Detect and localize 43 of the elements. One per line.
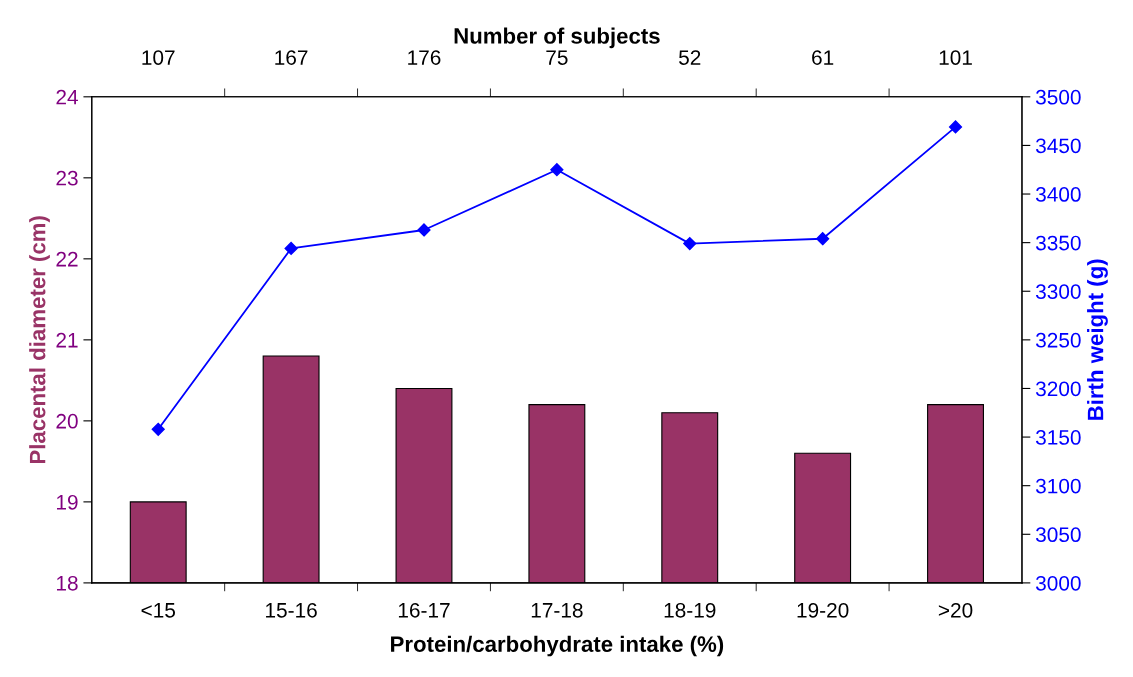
x-tick-label: 19-20 xyxy=(797,602,849,618)
text: 101 xyxy=(939,50,972,65)
y2-tick-label: 3050 xyxy=(1035,527,1081,543)
point xyxy=(417,223,431,237)
x-axis-title: Protein/carbohydrate intake (%) xyxy=(391,635,724,657)
y2-axis-title: Birth weight (g) xyxy=(1087,259,1108,420)
y-tick-label: 21 xyxy=(56,332,78,348)
x-tick-label: 17-18 xyxy=(531,602,583,618)
y2-tick-label: 3350 xyxy=(1035,235,1081,251)
text: 52 xyxy=(679,50,701,65)
x-tick-label: 18-19 xyxy=(664,602,716,618)
point xyxy=(948,120,963,134)
x2-axis-title: Number of subjects xyxy=(454,27,660,49)
x-tick-label: 16-17 xyxy=(398,602,450,618)
y2-tick-label: 3200 xyxy=(1035,381,1081,397)
text: 167 xyxy=(275,50,308,65)
y2-tick-label: 3300 xyxy=(1035,284,1081,299)
text: 107 xyxy=(142,50,175,65)
y2-tick-label: 3400 xyxy=(1035,187,1081,202)
x-tick-label: 15-16 xyxy=(266,602,317,618)
y-axis-title: Placental diameter (cm) xyxy=(29,216,50,464)
y-tick-label: 24 xyxy=(56,89,78,105)
point xyxy=(816,232,830,246)
y2-tick-label: 3250 xyxy=(1035,332,1081,348)
text: 75 xyxy=(546,50,568,65)
point xyxy=(284,241,298,256)
y-tick-label: 22 xyxy=(56,251,78,267)
text: 176 xyxy=(408,50,441,65)
y2-tick-label: 3450 xyxy=(1035,138,1081,154)
y2-tick-label: 3500 xyxy=(1035,89,1081,105)
y-tick-label: 23 xyxy=(56,170,78,186)
y-tick-label: 18 xyxy=(57,575,78,591)
point xyxy=(683,237,697,251)
y-tick-label: 20 xyxy=(56,413,78,429)
point xyxy=(550,163,564,177)
y2-tick-label: 3100 xyxy=(1035,478,1081,494)
y-tick-label: 19 xyxy=(57,494,78,510)
x-tick-label: >20 xyxy=(938,602,973,618)
y2-tick-label: 3000 xyxy=(1035,575,1081,591)
text: 61 xyxy=(812,50,834,65)
x-tick-label: <15 xyxy=(141,603,176,618)
point xyxy=(151,422,165,436)
y2-tick-label: 3150 xyxy=(1035,430,1081,445)
